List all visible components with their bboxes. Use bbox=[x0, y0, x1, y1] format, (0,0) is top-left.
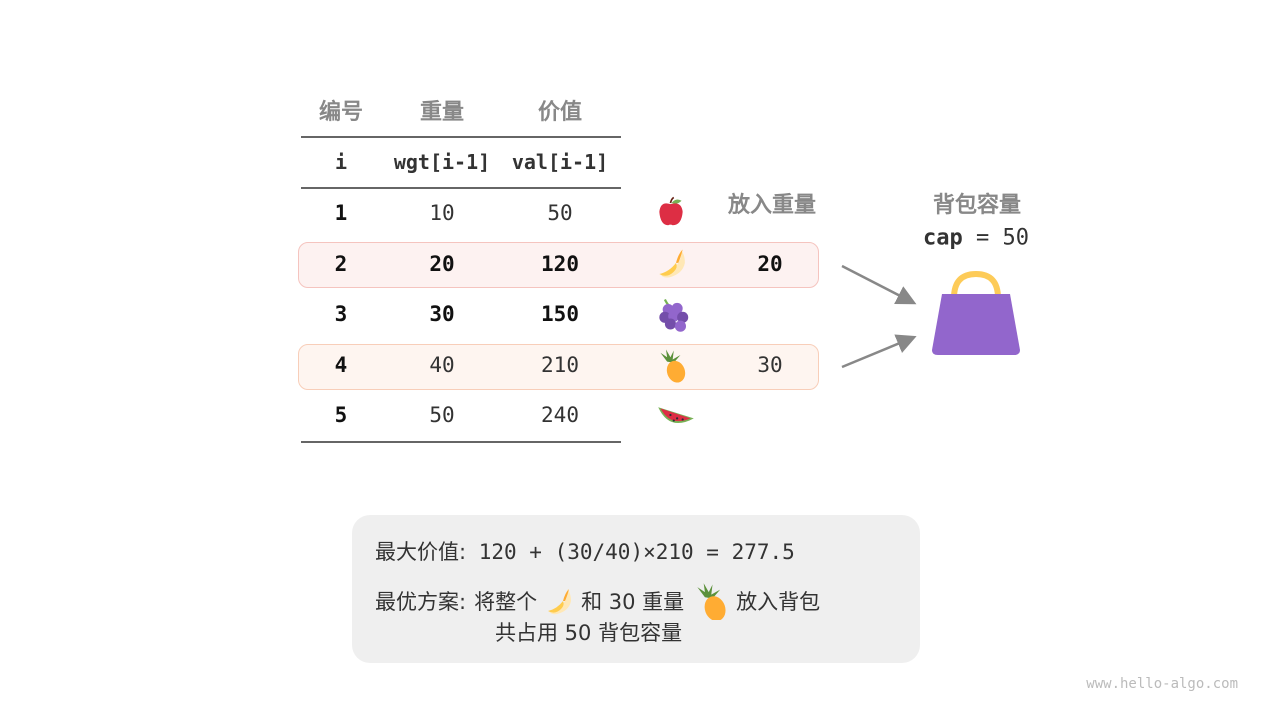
row-put-weight: 30 bbox=[757, 353, 783, 377]
row-index: 4 bbox=[334, 353, 348, 377]
plan-text-a: 将整个 bbox=[474, 590, 538, 614]
row-index: 5 bbox=[334, 403, 348, 427]
row-value: 240 bbox=[541, 403, 579, 427]
row-weight: 20 bbox=[429, 252, 455, 276]
table-header-rule bbox=[301, 187, 621, 189]
header-index: 编号 bbox=[318, 100, 364, 125]
plan-text-c: 放入背包 bbox=[736, 590, 821, 614]
handbag-icon bbox=[932, 270, 1020, 355]
header-weight: 重量 bbox=[419, 100, 465, 125]
row-value: 50 bbox=[547, 201, 573, 225]
header-value: 价值 bbox=[537, 100, 583, 125]
row-value: 120 bbox=[541, 252, 579, 276]
row-index: 2 bbox=[334, 252, 348, 276]
row-weight: 10 bbox=[429, 201, 455, 225]
row-index: 1 bbox=[334, 201, 348, 225]
summary-max-value: 最大价值: 120 + (30/40)×210 = 277.5 bbox=[375, 536, 795, 566]
row-value: 210 bbox=[541, 353, 579, 377]
knapsack-title: 背包容量 bbox=[932, 193, 1022, 218]
row-value: 150 bbox=[541, 302, 579, 326]
max-value-formula: 120 + (30/40)×210 = 277.5 bbox=[478, 540, 795, 564]
put-weight-header: 放入重量 bbox=[727, 193, 817, 218]
row-highlight-4 bbox=[298, 344, 819, 390]
plan-label: 最优方案: bbox=[375, 590, 467, 614]
capacity-label: cap = 50 bbox=[923, 226, 1029, 251]
cap-var: cap bbox=[923, 225, 963, 251]
row-put-weight: 20 bbox=[757, 252, 783, 276]
arrow-pineapple-to-bag bbox=[841, 334, 917, 369]
row-weight: 50 bbox=[429, 403, 455, 427]
table-top-rule bbox=[301, 136, 621, 138]
row-index: 3 bbox=[334, 302, 348, 326]
watermark: www.hello-algo.com bbox=[1086, 676, 1238, 692]
max-value-label: 最大价值: bbox=[375, 540, 467, 564]
row-highlight-2 bbox=[298, 242, 819, 288]
row-weight: 30 bbox=[429, 302, 455, 326]
summary-plan: 最优方案: 将整个 和 30 重量 放入背包 bbox=[375, 582, 820, 620]
banana-icon bbox=[548, 589, 572, 615]
summary-capacity-used: 共占用 50 背包容量 bbox=[495, 621, 683, 645]
cap-value: = 50 bbox=[976, 225, 1029, 251]
table-bottom-rule bbox=[301, 441, 621, 443]
subheader-i: i bbox=[334, 150, 348, 174]
row-weight: 40 bbox=[429, 353, 455, 377]
plan-text-b: 和 30 重量 bbox=[581, 590, 685, 614]
arrow-banana-to-bag bbox=[841, 264, 917, 305]
subheader-wgt: wgt[i-1] bbox=[393, 150, 491, 174]
summary-box bbox=[352, 515, 920, 663]
pineapple-icon bbox=[697, 583, 729, 620]
subheader-val: val[i-1] bbox=[511, 150, 609, 174]
